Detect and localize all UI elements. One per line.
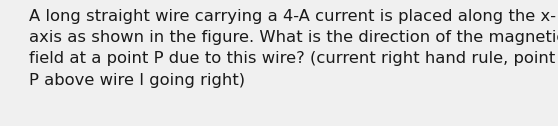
Text: A long straight wire carrying a 4-A current is placed along the x-
axis as shown: A long straight wire carrying a 4-A curr… <box>29 9 558 88</box>
